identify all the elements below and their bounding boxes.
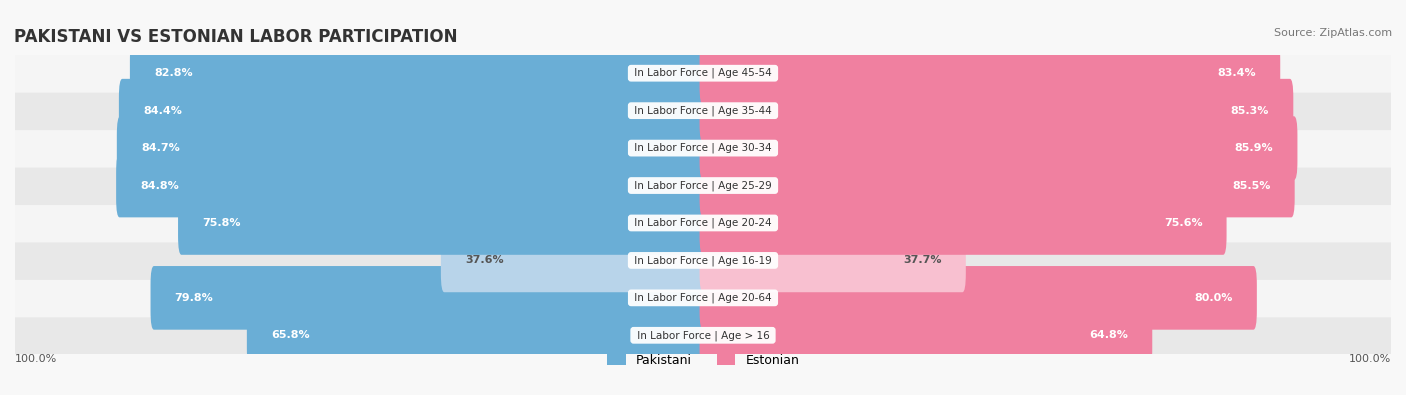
Text: In Labor Force | Age 30-34: In Labor Force | Age 30-34 xyxy=(631,143,775,153)
Text: 83.4%: 83.4% xyxy=(1218,68,1256,78)
FancyBboxPatch shape xyxy=(15,278,1391,317)
Text: In Labor Force | Age 20-24: In Labor Force | Age 20-24 xyxy=(631,218,775,228)
FancyBboxPatch shape xyxy=(15,203,1391,243)
FancyBboxPatch shape xyxy=(700,303,1153,367)
FancyBboxPatch shape xyxy=(15,54,1391,93)
FancyBboxPatch shape xyxy=(117,116,706,180)
Text: Source: ZipAtlas.com: Source: ZipAtlas.com xyxy=(1274,28,1392,38)
Text: 100.0%: 100.0% xyxy=(15,354,58,364)
Text: In Labor Force | Age 16-19: In Labor Force | Age 16-19 xyxy=(631,255,775,266)
Text: In Labor Force | Age 35-44: In Labor Force | Age 35-44 xyxy=(631,105,775,116)
Text: 75.6%: 75.6% xyxy=(1164,218,1202,228)
Text: 80.0%: 80.0% xyxy=(1194,293,1233,303)
Text: 37.7%: 37.7% xyxy=(903,256,942,265)
Text: 84.8%: 84.8% xyxy=(141,181,179,190)
Text: In Labor Force | Age 25-29: In Labor Force | Age 25-29 xyxy=(631,180,775,191)
Text: 85.3%: 85.3% xyxy=(1230,105,1270,116)
Text: 75.8%: 75.8% xyxy=(202,218,240,228)
FancyBboxPatch shape xyxy=(700,116,1298,180)
Text: 85.5%: 85.5% xyxy=(1232,181,1271,190)
FancyBboxPatch shape xyxy=(700,41,1281,105)
FancyBboxPatch shape xyxy=(15,316,1391,355)
Text: 65.8%: 65.8% xyxy=(271,330,309,340)
Text: In Labor Force | Age 45-54: In Labor Force | Age 45-54 xyxy=(631,68,775,79)
Text: 79.8%: 79.8% xyxy=(174,293,214,303)
Text: In Labor Force | Age 20-64: In Labor Force | Age 20-64 xyxy=(631,293,775,303)
FancyBboxPatch shape xyxy=(15,241,1391,280)
FancyBboxPatch shape xyxy=(247,303,706,367)
FancyBboxPatch shape xyxy=(179,191,706,255)
FancyBboxPatch shape xyxy=(700,79,1294,143)
FancyBboxPatch shape xyxy=(15,91,1391,130)
FancyBboxPatch shape xyxy=(120,79,706,143)
FancyBboxPatch shape xyxy=(700,154,1295,217)
FancyBboxPatch shape xyxy=(700,229,966,292)
Text: 85.9%: 85.9% xyxy=(1234,143,1274,153)
Legend: Pakistani, Estonian: Pakistani, Estonian xyxy=(602,349,804,372)
FancyBboxPatch shape xyxy=(150,266,706,330)
Text: In Labor Force | Age > 16: In Labor Force | Age > 16 xyxy=(634,330,772,340)
FancyBboxPatch shape xyxy=(129,41,706,105)
FancyBboxPatch shape xyxy=(700,266,1257,330)
FancyBboxPatch shape xyxy=(15,129,1391,167)
Text: 84.4%: 84.4% xyxy=(143,105,181,116)
Text: 37.6%: 37.6% xyxy=(465,256,503,265)
FancyBboxPatch shape xyxy=(15,166,1391,205)
Text: 82.8%: 82.8% xyxy=(155,68,193,78)
Text: 84.7%: 84.7% xyxy=(141,143,180,153)
FancyBboxPatch shape xyxy=(117,154,706,217)
Text: 100.0%: 100.0% xyxy=(1348,354,1391,364)
FancyBboxPatch shape xyxy=(700,191,1226,255)
Text: PAKISTANI VS ESTONIAN LABOR PARTICIPATION: PAKISTANI VS ESTONIAN LABOR PARTICIPATIO… xyxy=(14,28,457,46)
Text: 64.8%: 64.8% xyxy=(1090,330,1128,340)
FancyBboxPatch shape xyxy=(441,229,706,292)
